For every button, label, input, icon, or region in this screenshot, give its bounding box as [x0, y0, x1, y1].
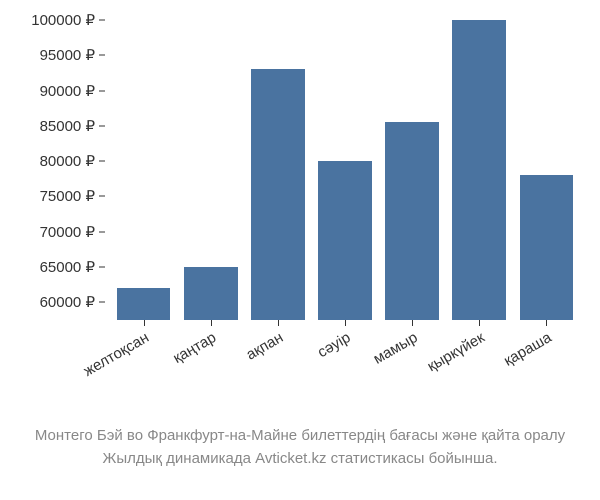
bar	[520, 175, 574, 320]
y-axis: 60000 ₽ 65000 ₽ 70000 ₽ 75000 ₽ 80000 ₽ 85000…	[0, 20, 105, 320]
bar-wrapper	[446, 20, 513, 320]
bar-wrapper	[110, 20, 177, 320]
caption-line-2: Жылдық динамикада Avticket.kz статистика…	[0, 448, 600, 471]
x-tick-label: қаңтар	[170, 329, 219, 367]
x-tick-mark	[479, 320, 480, 326]
x-axis: желтоқсанқаңтарақпансәуірмамырқыркүйекқа…	[110, 325, 580, 395]
y-tick-label: 95000 ₽	[40, 46, 95, 64]
y-tick-mark	[99, 302, 105, 303]
bar	[251, 69, 305, 320]
x-tick-label: қараша	[501, 329, 555, 370]
y-tick-label: 100000 ₽	[31, 11, 95, 29]
y-tick-mark	[99, 55, 105, 56]
y-tick-label: 60000 ₽	[40, 293, 95, 311]
x-tick-label: ақпан	[244, 329, 287, 364]
bar-wrapper	[311, 20, 378, 320]
plot-area	[110, 20, 580, 320]
x-tick-mark	[278, 320, 279, 326]
x-tick-mark	[412, 320, 413, 326]
y-tick-label: 65000 ₽	[40, 258, 95, 276]
bar	[184, 267, 238, 320]
y-tick-label: 70000 ₽	[40, 223, 95, 241]
y-tick-mark	[99, 231, 105, 232]
x-tick-label: желтоқсан	[81, 329, 152, 380]
y-tick-label: 90000 ₽	[40, 82, 95, 100]
bar-wrapper	[177, 20, 244, 320]
x-tick-mark	[144, 320, 145, 326]
bars-group	[110, 20, 580, 320]
bar-wrapper	[379, 20, 446, 320]
y-tick-mark	[99, 20, 105, 21]
y-tick-label: 85000 ₽	[40, 117, 95, 135]
y-tick-mark	[99, 90, 105, 91]
y-tick-label: 80000 ₽	[40, 152, 95, 170]
x-tick-mark	[211, 320, 212, 326]
x-tick-label: мамыр	[370, 329, 420, 368]
bar	[318, 161, 372, 320]
caption-line-1: Монтего Бэй во Франкфурт-на-Майне билетт…	[0, 425, 600, 448]
bar	[385, 122, 439, 320]
bar	[117, 288, 171, 320]
x-tick-label: қыркүйек	[425, 329, 488, 375]
y-tick-label: 75000 ₽	[40, 187, 95, 205]
x-tick-label: сәуір	[315, 329, 354, 361]
x-tick-mark	[345, 320, 346, 326]
chart-container: 60000 ₽ 65000 ₽ 70000 ₽ 75000 ₽ 80000 ₽ 85000…	[0, 10, 600, 390]
y-tick-mark	[99, 161, 105, 162]
y-tick-mark	[99, 196, 105, 197]
bar-wrapper	[513, 20, 580, 320]
y-tick-mark	[99, 267, 105, 268]
y-tick-mark	[99, 125, 105, 126]
bar	[452, 20, 506, 320]
x-tick-mark	[546, 320, 547, 326]
chart-caption: Монтего Бэй во Франкфурт-на-Майне билетт…	[0, 425, 600, 470]
bar-wrapper	[244, 20, 311, 320]
